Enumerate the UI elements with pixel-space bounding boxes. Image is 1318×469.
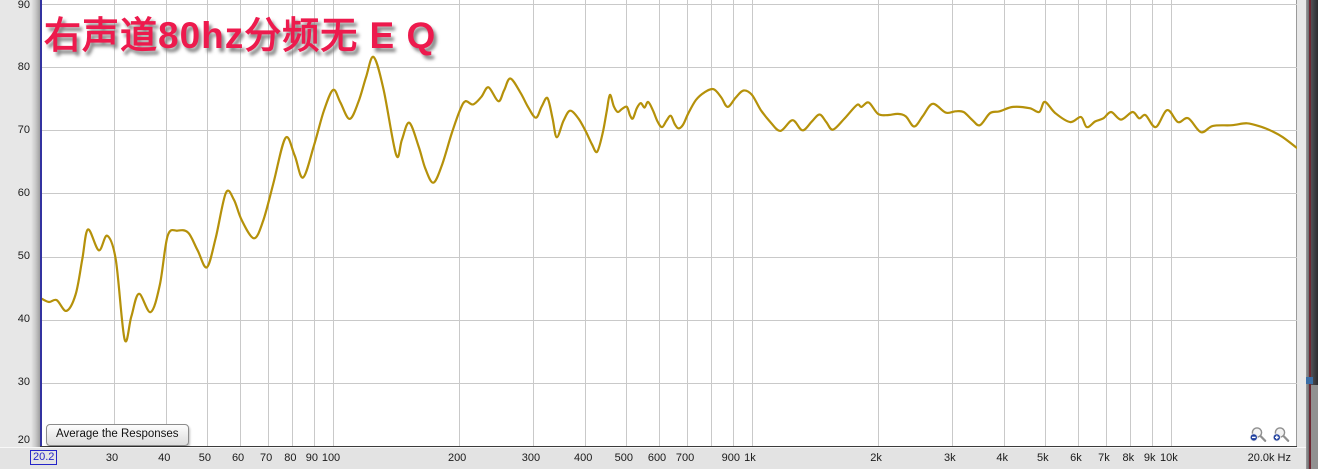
- x-tick-label-400: 400: [574, 452, 593, 464]
- desktop-edge-line: [1309, 0, 1311, 469]
- x-axis-strip: 20.2 20.0k Hz 30 40 50 60 70 80 90 100 200 300 400…: [0, 447, 1306, 469]
- x-tick-label-3k: 3k: [944, 452, 956, 464]
- y-tick-label-30: 30: [17, 376, 30, 389]
- x-tick-label-70: 70: [259, 452, 273, 464]
- y-tick-label-80: 80: [17, 60, 30, 73]
- x-tick-label-30: 30: [105, 452, 119, 464]
- x-tick-label-40: 40: [158, 452, 171, 464]
- y-tick-label-60: 60: [17, 186, 30, 199]
- x-tick-label-500: 500: [614, 452, 634, 464]
- x-tick-label-80: 80: [284, 452, 297, 464]
- zoom-out-icon[interactable]: [1249, 426, 1268, 445]
- x-tick-label-100: 100: [321, 452, 341, 464]
- x-axis-min-field[interactable]: 20.2: [30, 450, 58, 465]
- zoom-in-icon[interactable]: [1272, 426, 1291, 445]
- x-tick-label-600: 600: [647, 452, 667, 464]
- x-tick-label-50: 50: [198, 452, 212, 464]
- y-tick-label-70: 70: [17, 123, 30, 136]
- x-tick-label-90: 90: [305, 452, 318, 464]
- x-tick-label-8k: 8k: [1122, 452, 1135, 464]
- desktop-edge-light: [1311, 385, 1318, 469]
- x-tick-label-900: 900: [721, 452, 740, 464]
- x-tick-label-700: 700: [675, 452, 695, 464]
- x-tick-label-60: 60: [231, 452, 245, 464]
- y-tick-label-40: 40: [17, 313, 30, 326]
- chart-title: 右声道80hz分频无 E Q: [44, 15, 437, 56]
- y-axis-shadow: [31, 0, 40, 447]
- y-tick-label-20: 20: [17, 433, 30, 446]
- x-tick-label-2k: 2k: [870, 452, 882, 464]
- x-tick-label-10k: 10k: [1160, 452, 1178, 464]
- x-tick-label-7k: 7k: [1098, 452, 1110, 464]
- x-tick-label-5k: 5k: [1036, 452, 1049, 464]
- plot-area[interactable]: [40, 0, 1297, 447]
- average-responses-button[interactable]: Average the Responses: [46, 424, 189, 446]
- measurement-curve: [42, 55, 1297, 343]
- y-tick-label-90: 90: [17, 0, 30, 11]
- x-tick-label-9k: 9k: [1143, 452, 1156, 464]
- y-tick-label-50: 50: [17, 250, 30, 263]
- x-axis-line: [40, 446, 1297, 447]
- x-tick-label-1k: 1k: [744, 452, 756, 464]
- x-tick-label-4k: 4k: [996, 452, 1008, 464]
- x-tick-label-6k: 6k: [1070, 452, 1082, 464]
- x-axis-max-label[interactable]: 20.0k Hz: [1247, 452, 1291, 464]
- desktop-edge-accent: [1306, 377, 1313, 384]
- x-tick-label-300: 300: [521, 452, 541, 464]
- x-tick-label-200: 200: [447, 452, 467, 464]
- frequency-response-chart: [42, 0, 1297, 447]
